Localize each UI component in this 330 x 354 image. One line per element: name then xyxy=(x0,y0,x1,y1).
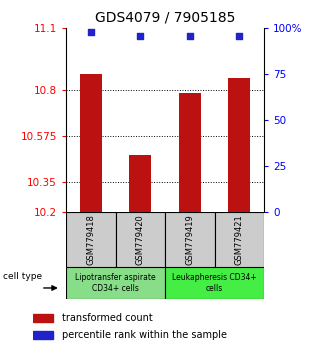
Bar xyxy=(214,212,264,267)
Bar xyxy=(165,212,214,267)
Point xyxy=(187,33,192,39)
Bar xyxy=(179,93,201,212)
Bar xyxy=(66,212,115,267)
Text: GSM779419: GSM779419 xyxy=(185,215,194,265)
Text: cell type: cell type xyxy=(3,272,43,281)
Text: percentile rank within the sample: percentile rank within the sample xyxy=(62,330,227,340)
Text: Leukapheresis CD34+
cells: Leukapheresis CD34+ cells xyxy=(172,274,257,293)
Bar xyxy=(66,267,165,299)
Text: GSM779420: GSM779420 xyxy=(136,215,145,265)
Bar xyxy=(80,74,102,212)
Text: GSM779421: GSM779421 xyxy=(235,215,244,265)
Text: GSM779418: GSM779418 xyxy=(86,215,95,265)
Bar xyxy=(33,314,53,322)
Bar xyxy=(228,79,250,212)
Bar xyxy=(115,212,165,267)
Bar xyxy=(129,155,151,212)
Bar xyxy=(33,331,53,339)
Text: Lipotransfer aspirate
CD34+ cells: Lipotransfer aspirate CD34+ cells xyxy=(75,274,156,293)
Point xyxy=(88,29,93,35)
Bar xyxy=(165,267,264,299)
Point xyxy=(138,33,143,39)
Title: GDS4079 / 7905185: GDS4079 / 7905185 xyxy=(95,10,235,24)
Text: transformed count: transformed count xyxy=(62,313,153,323)
Point xyxy=(237,33,242,39)
